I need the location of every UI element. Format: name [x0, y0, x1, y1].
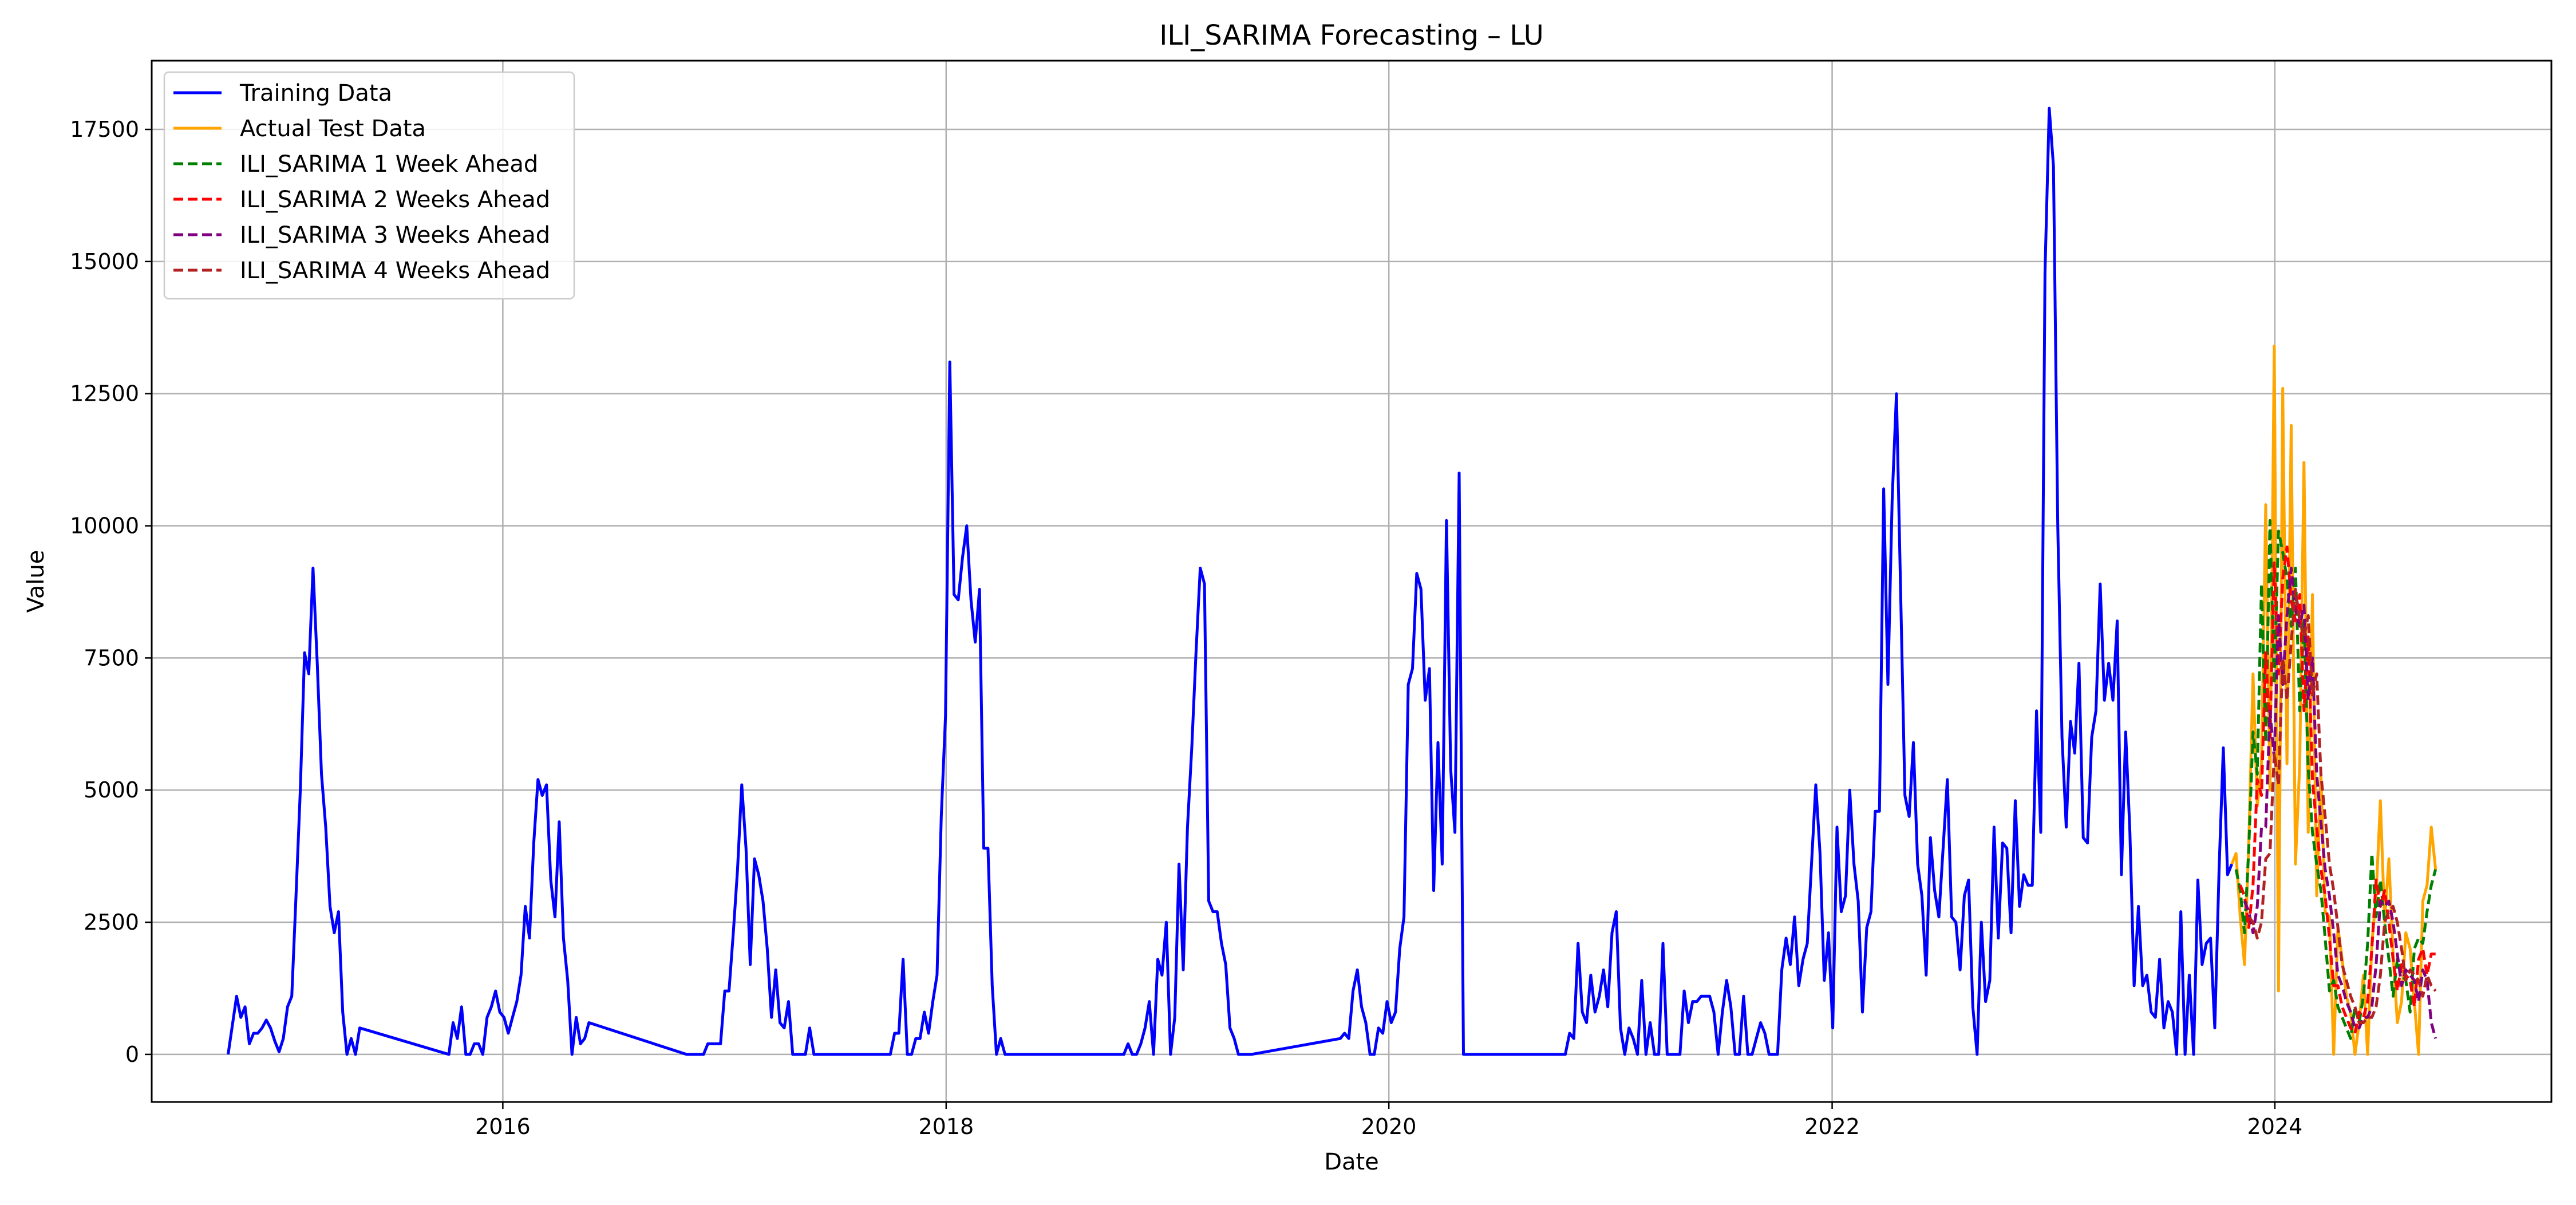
legend: Training Data Actual Test Data ILI_SARIMA …	[163, 71, 575, 300]
series-line-training-data	[227, 106, 2234, 1056]
series-line-actual-test-data	[2230, 345, 2437, 1056]
legend-label: ILI_SARIMA 4 Weeks Ahead	[240, 258, 550, 284]
legend-label: ILI_SARIMA 2 Weeks Ahead	[240, 187, 550, 213]
series-line-ili-sarima-2-weeks-ahead	[2239, 546, 2436, 1035]
y-tick-label: 0	[125, 1042, 139, 1067]
y-tick-label: 17500	[70, 117, 139, 142]
plot-frame	[151, 60, 2553, 1103]
x-axis-label: Date	[1324, 1149, 1379, 1175]
x-tick-label: 2018	[918, 1114, 974, 1139]
legend-label: Actual Test Data	[240, 116, 426, 142]
y-axis-ticks: 0 2500 5000 7500 10000 12500 15000 17500	[70, 117, 152, 1067]
plot-area	[227, 106, 2437, 1056]
y-axis-label: Value	[23, 550, 49, 613]
y-tick-label: 2500	[84, 910, 139, 935]
y-tick-label: 5000	[84, 777, 139, 803]
y-tick-label: 10000	[70, 513, 139, 539]
x-tick-label: 2020	[1361, 1114, 1417, 1139]
legend-label: ILI_SARIMA 1 Week Ahead	[240, 151, 538, 177]
grid-lines	[152, 61, 2551, 1102]
x-axis-ticks: 2016 2018 2020 2022 2024	[475, 1102, 2302, 1139]
x-tick-label: 2016	[475, 1114, 531, 1139]
legend-box	[163, 71, 575, 300]
series-line-ili-sarima-1-week-ahead	[2234, 519, 2437, 1040]
y-tick-label: 7500	[84, 645, 139, 670]
y-tick-label: 15000	[70, 249, 139, 274]
x-tick-label: 2022	[1804, 1114, 1860, 1139]
legend-label: Training Data	[239, 80, 392, 106]
x-tick-label: 2024	[2247, 1114, 2303, 1139]
chart-title: ILI_SARIMA Forecasting – LU	[1159, 19, 1544, 52]
series-line-ili-sarima-3-weeks-ahead	[2243, 566, 2437, 1039]
y-tick-label: 12500	[70, 381, 139, 406]
legend-label: ILI_SARIMA 3 Weeks Ahead	[240, 222, 550, 248]
